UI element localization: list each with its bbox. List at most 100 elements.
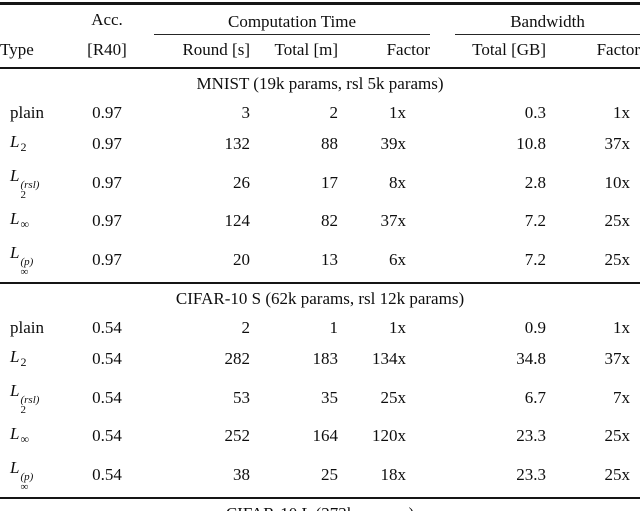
acc-cell: 0.54 (92, 426, 122, 445)
math-subscript: ∞ (20, 216, 30, 231)
factor-time-cell: 18x (380, 464, 407, 484)
math-scripts: (p) ∞ (20, 255, 34, 277)
acc-cell: 0.54 (92, 387, 122, 407)
factor-bw-cell: 25x (604, 426, 631, 445)
round-s-cell: 38 (233, 464, 250, 484)
round-s-cell: 132 (224, 134, 251, 153)
math-subscript: 2 (20, 403, 26, 416)
factor-bw-cell: 37x (604, 134, 631, 153)
math-base: L (10, 423, 20, 443)
total-gb-cell: 0.3 (524, 102, 547, 122)
table-row: L (rsl) 2 0.54 53 35 25x 6.7 7x (0, 377, 640, 420)
factor-time-cell: 120x (372, 426, 407, 445)
math-base: L (10, 346, 20, 366)
type-label: L (rsl) 2 (0, 162, 68, 205)
total-gb-cell: 10.8 (516, 134, 547, 153)
math-base: L (10, 131, 20, 151)
group-header-row: Acc. Computation Time Bandwidth (0, 4, 640, 35)
type-label: L∞ (0, 205, 68, 239)
factor-bw-cell: 37x (604, 349, 631, 368)
math-superscript: (p) (20, 470, 34, 483)
total-m-cell: 25 (321, 464, 338, 484)
math-superscript: (rsl) (20, 393, 40, 406)
math-base: L (10, 242, 20, 262)
factor-time-cell: 6x (389, 249, 407, 269)
round-s-cell: 2 (241, 317, 251, 337)
math-base: L (10, 165, 20, 185)
type-label: L2 (0, 128, 68, 162)
round-s-cell: 20 (233, 249, 250, 269)
math-scripts: (rsl) 2 (20, 393, 40, 416)
type-label: plain (10, 317, 44, 337)
table-row: L2 0.54 282 183 134x 34.8 37x (0, 343, 640, 377)
math-subscript: 2 (20, 354, 27, 369)
round-s-cell: 26 (233, 172, 250, 192)
section-title-row: CIFAR-10 S (62k params, rsl 12k params) (0, 281, 640, 314)
group-label-bandwidth: Bandwidth (455, 12, 640, 35)
table-header: Acc. Computation Time Bandwidth Type [R4… (0, 4, 640, 69)
header-round-s: Round [s] (146, 34, 250, 69)
type-label: L (p) ∞ (0, 454, 68, 498)
type-label: L (p) ∞ (0, 239, 68, 283)
total-m-cell: 13 (321, 249, 338, 269)
math-base: L (10, 380, 20, 400)
acc-cell: 0.54 (92, 464, 122, 484)
total-m-cell: 82 (321, 211, 338, 230)
total-m-cell: 164 (312, 426, 339, 445)
factor-time-cell: 37x (380, 211, 407, 230)
round-s-cell: 124 (224, 211, 251, 230)
total-gb-cell: 0.9 (524, 317, 547, 337)
acc-cell: 0.54 (92, 349, 122, 368)
total-gb-cell: 7.2 (524, 211, 547, 230)
group-label-computation-time: Computation Time (154, 12, 431, 35)
math-subscript: ∞ (20, 480, 29, 493)
section-title: CIFAR-10 S (62k params, rsl 12k params) (0, 281, 640, 314)
acc-cell: 0.97 (92, 211, 122, 230)
math-superscript: (p) (20, 255, 34, 268)
acc-cell: 0.97 (92, 102, 122, 122)
table-row: L (rsl) 2 0.97 26 17 8x 2.8 10x (0, 162, 640, 205)
total-m-cell: 1 (329, 317, 339, 337)
math-base: L (10, 208, 20, 228)
table-body: MNIST (19k params, rsl 5k params) plain 0.… (0, 68, 640, 511)
acc-cell: 0.97 (92, 134, 122, 153)
math-subscript: ∞ (20, 431, 30, 446)
header-group-bandwidth: Bandwidth (430, 4, 640, 35)
factor-time-cell: 25x (380, 387, 407, 407)
section-title-row: MNIST (19k params, rsl 5k params) (0, 68, 640, 99)
acc-cell: 0.54 (92, 317, 122, 337)
header-type: Type (0, 34, 68, 69)
factor-time-cell: 39x (380, 134, 407, 153)
round-s-cell: 3 (241, 102, 251, 122)
header-total-gb: Total [GB] (430, 34, 547, 69)
header-acc-line1: Acc. (91, 9, 123, 29)
section-title-row: CIFAR-10 L (273k params) (0, 496, 640, 511)
header-factor-time: Factor (338, 34, 431, 69)
factor-bw-cell: 25x (604, 211, 631, 230)
factor-time-cell: 8x (389, 172, 407, 192)
math-scripts: (rsl) 2 (20, 178, 40, 200)
total-gb-cell: 2.8 (524, 172, 547, 192)
math-superscript: (rsl) (20, 178, 40, 191)
total-m-cell: 35 (321, 387, 338, 407)
section-title: MNIST (19k params, rsl 5k params) (196, 73, 444, 93)
table-row: L∞ 0.54 252 164 120x 23.3 25x (0, 420, 640, 454)
table-row: L∞ 0.97 124 82 37x 7.2 25x (0, 205, 640, 239)
factor-time-cell: 134x (372, 349, 407, 368)
header-total-m: Total [m] (250, 34, 338, 69)
factor-bw-cell: 7x (613, 387, 631, 407)
total-m-cell: 17 (321, 172, 338, 192)
type-label: L (rsl) 2 (0, 377, 68, 420)
factor-bw-cell: 25x (604, 464, 631, 484)
table-row: plain 0.97 3 2 1x 0.3 1x (0, 99, 640, 128)
factor-time-cell: 1x (389, 102, 407, 122)
header-group-computation-time: Computation Time (146, 4, 431, 35)
round-s-cell: 252 (224, 426, 251, 445)
acc-cell: 0.97 (92, 172, 122, 192)
total-gb-cell: 7.2 (524, 249, 547, 269)
factor-bw-cell: 10x (604, 172, 631, 192)
table-row: L (p) ∞ 0.54 38 25 18x 23.3 25x (0, 454, 640, 498)
table-row: L (p) ∞ 0.97 20 13 6x 7.2 25x (0, 239, 640, 283)
